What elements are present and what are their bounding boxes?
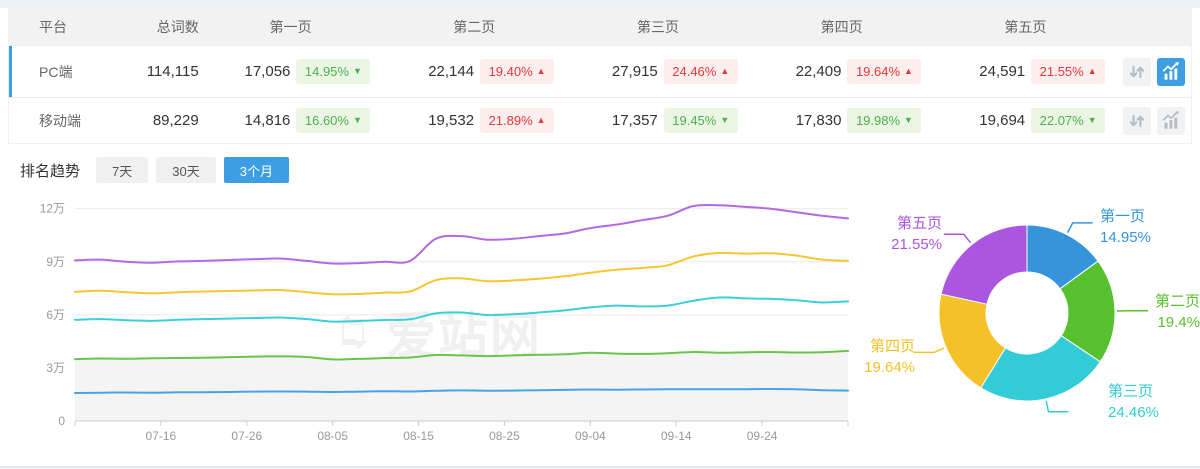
trend-arrow-icon: ▲ xyxy=(1087,66,1097,76)
page4-change-badge: 19.64% ▲ xyxy=(847,59,922,84)
trend-arrow-icon: ▲ xyxy=(904,66,913,76)
page4-cell: 22,409 19.64% ▲ xyxy=(750,59,934,84)
page5-cell: 19,694 22.07% ▼ xyxy=(933,108,1117,133)
platform-label: PC端 xyxy=(39,63,73,80)
donut-label-page1: 第一页 14.95% xyxy=(1100,208,1151,246)
page-distribution-donut: 第一页 14.95% 第二页 19.4% 第三页 24.46% 第四页 19.64% 第… xyxy=(860,185,1200,451)
svg-text:08-25: 08-25 xyxy=(489,429,520,443)
svg-text:09-24: 09-24 xyxy=(747,429,778,443)
page1-cell: 14,816 16.60% ▼ xyxy=(199,108,383,133)
column-header-page2: 第二页 xyxy=(453,19,496,35)
page5-value: 19,694 xyxy=(979,112,1026,129)
page1-value: 14,816 xyxy=(244,112,291,129)
rank-trend-line-chart[interactable]: 07-16 07-26 08-05 08-15 08-25 09-04 09-14 09-24… xyxy=(20,191,865,449)
donut-label-page3: 第三页 24.46% xyxy=(1108,383,1159,421)
page3-value: 27,915 xyxy=(611,63,658,80)
trend-arrow-icon: ▼ xyxy=(904,115,913,125)
page2-change-badge: 21.89% ▲ xyxy=(480,108,555,133)
rank-table: 平台 总词数 第一页 第二页 第三页 第四页 第五页 PC端 114,115 1… xyxy=(8,8,1192,144)
column-header-page1: 第一页 xyxy=(269,19,312,35)
trend-arrow-icon: ▲ xyxy=(536,115,546,125)
svg-text:12万: 12万 xyxy=(40,202,65,216)
tab-30-days[interactable]: 30天 xyxy=(156,157,216,183)
trend-chart-button[interactable] xyxy=(1157,106,1186,135)
platform-label: 移动端 xyxy=(39,112,81,129)
page2-cell: 22,144 19.40% ▲ xyxy=(382,59,566,84)
keyword-rank-panel: 平台 总词数 第一页 第二页 第三页 第四页 第五页 PC端 114,115 1… xyxy=(0,8,1200,467)
page3-cell: 27,915 24.46% ▲ xyxy=(566,59,750,84)
trend-arrow-icon: ▼ xyxy=(352,66,362,76)
trend-toolbar: 排名趋势 7天 30天 3个月 xyxy=(20,157,1200,183)
svg-text:07-26: 07-26 xyxy=(231,429,262,443)
page5-value: 24,591 xyxy=(979,63,1026,80)
rank-table-header: 平台 总词数 第一页 第二页 第三页 第四页 第五页 xyxy=(9,9,1191,45)
tab-7-days[interactable]: 7天 xyxy=(96,157,149,183)
table-row-mobile[interactable]: 移动端 89,229 14,816 16.60% ▼ 19,532 21.89% ▲… xyxy=(9,97,1191,143)
page4-value: 17,830 xyxy=(795,112,842,129)
svg-text:08-15: 08-15 xyxy=(403,429,434,443)
trend-arrow-icon: ▲ xyxy=(536,66,546,76)
sort-arrows-icon xyxy=(1129,114,1145,127)
column-header-page5: 第五页 xyxy=(1004,19,1047,35)
page1-value: 17,056 xyxy=(244,63,291,80)
page3-change-badge: 19.45% ▼ xyxy=(663,108,738,133)
donut-chart[interactable] xyxy=(860,185,1200,447)
svg-text:6万: 6万 xyxy=(46,308,65,322)
svg-text:07-16: 07-16 xyxy=(146,429,177,443)
trend-arrow-icon: ▼ xyxy=(1087,115,1097,125)
page3-cell: 17,357 19.45% ▼ xyxy=(566,108,750,133)
table-row-pc[interactable]: PC端 114,115 17,056 14.95% ▼ 22,144 19.40%… xyxy=(9,45,1191,97)
page1-cell: 17,056 14.95% ▼ xyxy=(199,59,383,84)
svg-text:09-04: 09-04 xyxy=(575,429,606,443)
page2-value: 22,144 xyxy=(428,63,475,80)
sort-arrows-icon xyxy=(1129,65,1145,78)
trend-chart-icon xyxy=(1162,110,1179,129)
row-actions xyxy=(1117,106,1191,135)
sort-button[interactable] xyxy=(1123,106,1152,135)
trend-chart-button[interactable] xyxy=(1157,57,1186,86)
trend-arrow-icon: ▼ xyxy=(352,115,362,125)
sort-button[interactable] xyxy=(1123,57,1152,86)
page5-cell: 24,591 21.55% ▲ xyxy=(933,59,1117,84)
total-words-value: 114,115 xyxy=(146,63,199,80)
trend-chart-icon xyxy=(1162,61,1179,80)
svg-text:3万: 3万 xyxy=(46,361,65,375)
charts-area: 爱站网 07-16 07-26 08-05 08-15 08-25 09-04 09-14 0… xyxy=(20,191,1200,463)
donut-label-page5: 第五页 21.55% xyxy=(891,215,942,253)
donut-label-page2: 第二页 19.4% xyxy=(1154,293,1200,331)
page5-change-badge: 22.07% ▼ xyxy=(1031,108,1106,133)
trend-arrow-icon: ▲ xyxy=(720,66,730,76)
page2-value: 19,532 xyxy=(428,112,475,129)
total-words-value: 89,229 xyxy=(152,112,199,129)
page4-value: 22,409 xyxy=(795,63,842,80)
row-actions xyxy=(1117,57,1191,86)
page3-value: 17,357 xyxy=(611,112,658,129)
column-header-total-words: 总词数 xyxy=(156,19,199,35)
page2-cell: 19,532 21.89% ▲ xyxy=(382,108,566,133)
page1-change-badge: 16.60% ▼ xyxy=(296,108,371,133)
page2-change-badge: 19.40% ▲ xyxy=(480,59,555,84)
trend-title: 排名趋势 xyxy=(20,162,81,180)
page1-change-badge: 14.95% ▼ xyxy=(296,59,371,84)
trend-arrow-icon: ▼ xyxy=(720,115,730,125)
page4-change-badge: 19.98% ▼ xyxy=(847,108,922,133)
svg-text:08-05: 08-05 xyxy=(317,429,348,443)
tab-3-months[interactable]: 3个月 xyxy=(223,157,289,183)
svg-text:09-14: 09-14 xyxy=(661,429,692,443)
column-header-platform: 平台 xyxy=(39,19,67,35)
page3-change-badge: 24.46% ▲ xyxy=(663,59,738,84)
column-header-page4: 第四页 xyxy=(820,19,863,35)
page4-cell: 17,830 19.98% ▼ xyxy=(750,108,934,133)
trend-section: 排名趋势 7天 30天 3个月 爱站网 07-16 07-26 08-05 08-15… xyxy=(0,157,1200,463)
donut-label-page4: 第四页 19.64% xyxy=(864,338,915,376)
svg-text:0: 0 xyxy=(58,414,65,428)
page5-change-badge: 21.55% ▲ xyxy=(1031,59,1106,84)
svg-text:9万: 9万 xyxy=(46,255,65,269)
column-header-page3: 第三页 xyxy=(636,19,679,35)
